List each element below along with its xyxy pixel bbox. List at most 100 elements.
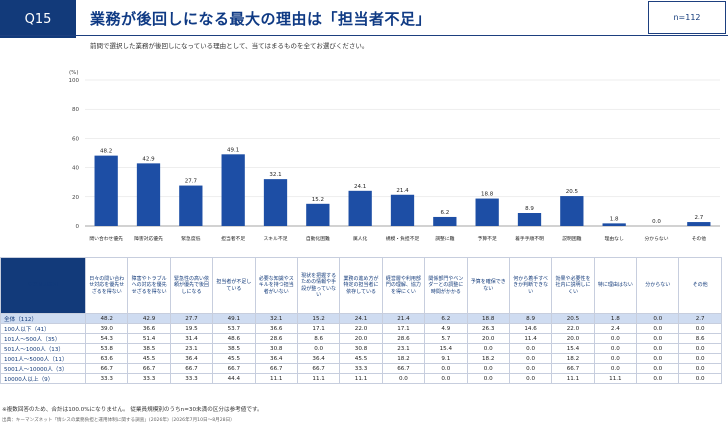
table-cell: 28.6 [254,333,298,344]
y-axis-unit: (%) [69,70,79,76]
table-cell: 27.7 [169,313,214,324]
category-label: 障害対応優先 [134,235,163,242]
table-cell: 0.0 [678,353,722,364]
bar-value-label: 42.9 [142,156,155,162]
table-cell: 63.6 [84,353,129,364]
table-cell: 0.0 [636,353,680,364]
table-row: 101人～500人（35） 54.3 51.4 31.4 48.6 28.6 8.6 20.0… [0,333,722,344]
sample-size-box: n=112 [648,1,726,34]
question-badge: Q15 [0,0,76,38]
row-label: 1001人～5000人（11） [0,353,86,364]
table-cell: 33.3 [339,363,383,374]
table-cell: 66.7 [127,363,171,374]
table-cell: 0.0 [466,343,510,354]
table-cell: 0.0 [636,333,680,344]
table-cell: 31.4 [169,333,214,344]
table-cell: 36.6 [254,323,298,334]
table-cell: 17.1 [381,323,426,334]
table-cell: 39.0 [84,323,129,334]
bar-value-label: 8.9 [525,206,534,212]
category-label: 説明困難 [562,235,581,242]
table-cell: 9.1 [424,353,468,364]
bar-value-label: 32.1 [269,172,281,178]
bar-value-label: 1.8 [610,216,619,222]
table-cell: 54.3 [84,333,129,344]
table-cell: 0.0 [296,343,341,354]
table-cell: 36.4 [169,353,214,364]
row-label: 10000人以上（9） [0,373,86,384]
table-cell: 33.3 [84,373,129,384]
table-cell: 0.0 [508,373,553,384]
bar [390,194,415,226]
bar [517,213,542,226]
table-cell: 2.4 [593,323,638,334]
bar [94,155,118,226]
table-cell: 18.2 [466,353,510,364]
table-cell: 1.8 [593,313,638,324]
table-cell: 38.5 [212,343,256,354]
category-label: 規模・負担不足 [386,235,420,242]
table-cell: 66.7 [254,363,298,374]
source-note: 出典：キーマンズネット「情シスの業務負担と運用体制に関する調査」(2026年)（… [2,418,235,423]
table-cell: 20.5 [551,313,595,324]
table-cell: 11.4 [508,333,553,344]
table-cell: 20.0 [551,333,595,344]
table-cell: 0.0 [636,323,680,334]
table-cell: 24.1 [339,313,383,324]
table-row: 全体（112） 48.2 42.9 27.7 49.1 32.1 15.2 24.1 21.4 6… [0,313,722,324]
bar-value-label: 20.5 [566,189,579,195]
table-cell: 42.9 [127,313,171,324]
category-label: 緊急度低 [181,235,200,242]
category-label: 予算不足 [478,235,497,242]
table-cell: 49.1 [212,313,256,324]
table-cell: 66.7 [296,363,341,374]
table-cell: 15.2 [296,313,341,324]
bar [433,216,457,226]
column-header: 担当者が不足している [212,257,256,314]
table-cell: 0.0 [678,363,722,374]
bar [179,185,203,226]
table-cell: 0.0 [636,373,680,384]
category-label: 調整に難 [435,235,454,242]
table-cell: 11.1 [339,373,383,384]
bar-value-label: 24.1 [354,184,366,190]
table-cell: 23.1 [169,343,214,354]
table-cell: 0.0 [466,363,510,374]
column-header: 何から着手すべきか判断できない [508,257,553,314]
table-cell: 22.0 [339,323,383,334]
table-cell: 0.0 [636,363,680,374]
table-cell: 23.1 [381,343,426,354]
table-cell: 18.2 [551,353,595,364]
y-tick-label: 20 [72,195,79,201]
table-cell: 0.0 [508,343,553,354]
column-header: 経営層や利用部門の理解、協力を得にくい [381,257,426,314]
y-tick-label: 60 [72,136,79,142]
table-cell: 11.1 [254,373,298,384]
table-cell: 28.6 [381,333,426,344]
column-header: 特に理由はない [593,257,638,314]
table-cell: 66.7 [381,363,426,374]
bar [475,198,499,226]
table-cell: 0.0 [508,353,553,364]
table-cell: 5.7 [424,333,468,344]
table-cell: 11.1 [551,373,595,384]
column-header: 現状を把握するための情報や手段が整っていない [296,257,341,314]
table-cell: 33.3 [127,373,171,384]
table-cell: 0.0 [593,343,638,354]
table-cell: 8.9 [508,313,553,324]
table-cell: 30.8 [339,343,383,354]
bar-value-label: 49.1 [227,147,239,153]
table-cell: 20.0 [466,333,510,344]
category-label: 着手手順不明 [515,235,544,242]
table-cell: 22.0 [551,323,595,334]
table-cell: 53.8 [84,343,129,354]
bar-chart: 0 20 40 60 80 100 48.2 問い合わせ優先 42.9 障害対応優先 27.7 緊急度… [69,78,720,242]
table-cell: 17.1 [296,323,341,334]
table-cell: 33.3 [169,373,214,384]
table-cell: 0.0 [508,363,553,374]
bar-value-label: 15.2 [312,197,324,203]
table-cell: 0.0 [636,343,680,354]
table-cell: 15.4 [424,343,468,354]
bar-value-label: 18.8 [481,192,494,198]
table-cell: 0.0 [466,373,510,384]
